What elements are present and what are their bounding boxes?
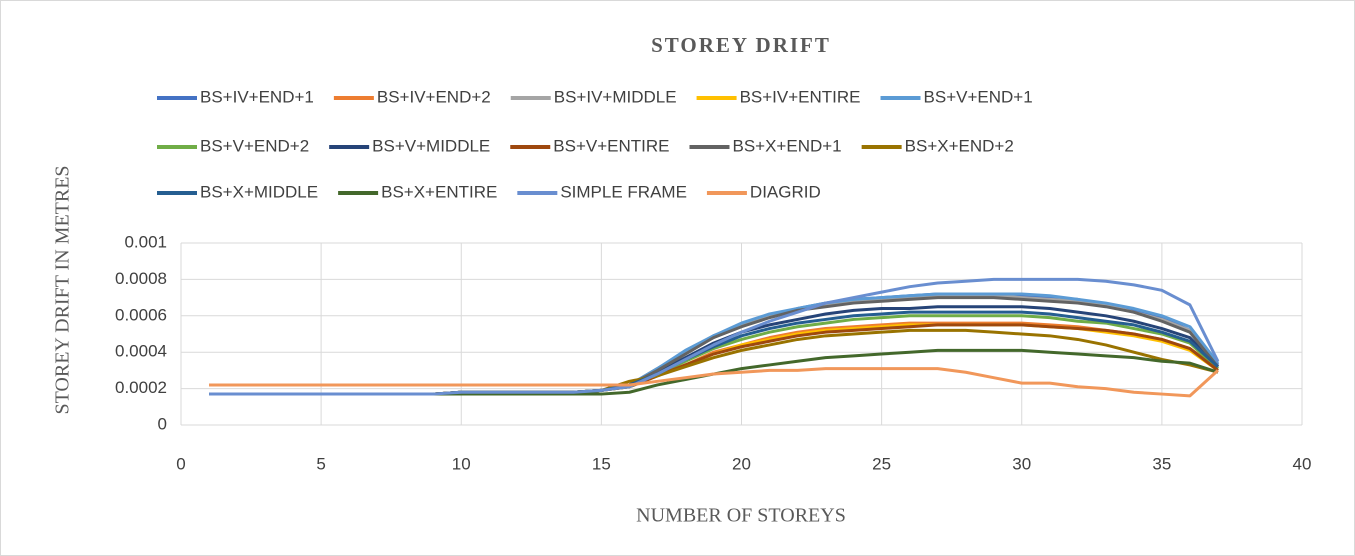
- y-tick-label: 0.0004: [115, 342, 167, 361]
- y-tick-label: 0.0008: [115, 269, 167, 288]
- legend-label: BS+IV+END+1: [200, 87, 314, 106]
- y-tick-label: 0.001: [124, 232, 167, 251]
- legend-label: BS+X+END+2: [905, 136, 1014, 155]
- legend-label: BS+X+ENTIRE: [381, 182, 497, 201]
- x-tick-label: 35: [1152, 454, 1171, 473]
- x-tick-label: 25: [872, 454, 891, 473]
- legend-label: BS+V+MIDDLE: [372, 136, 490, 155]
- legend-label: BS+V+ENTIRE: [553, 136, 669, 155]
- x-axis-title: NUMBER OF STOREYS: [636, 505, 846, 527]
- legend-label: BS+V+END+2: [200, 136, 309, 155]
- legend-label: BS+IV+ENTIRE: [740, 87, 861, 106]
- legend-label: BS+IV+MIDDLE: [554, 87, 677, 106]
- legend-label: BS+V+END+1: [924, 87, 1033, 106]
- x-tick-label: 40: [1293, 454, 1312, 473]
- x-tick-label: 0: [176, 454, 185, 473]
- x-tick-label: 30: [1012, 454, 1031, 473]
- y-tick-label: 0.0002: [115, 378, 167, 397]
- legend-label: SIMPLE FRAME: [560, 182, 687, 201]
- legend-label: BS+X+MIDDLE: [200, 182, 318, 201]
- series-line: [209, 367, 1219, 398]
- x-tick-label: 15: [592, 454, 611, 473]
- chart-title: STOREY DRIFT: [651, 33, 831, 57]
- legend-label: DIAGRID: [750, 182, 821, 201]
- legend-label: BS+X+END+1: [732, 136, 841, 155]
- x-tick-label: 20: [732, 454, 751, 473]
- legend-label: BS+IV+END+2: [377, 87, 491, 106]
- series-line: [209, 277, 1220, 396]
- y-tick-label: 0: [158, 414, 167, 433]
- y-tick-label: 0.0006: [115, 305, 167, 324]
- y-axis-title: STOREY DRIFT IN METRES: [52, 165, 74, 414]
- x-tick-label: 10: [452, 454, 471, 473]
- x-tick-label: 5: [316, 454, 325, 473]
